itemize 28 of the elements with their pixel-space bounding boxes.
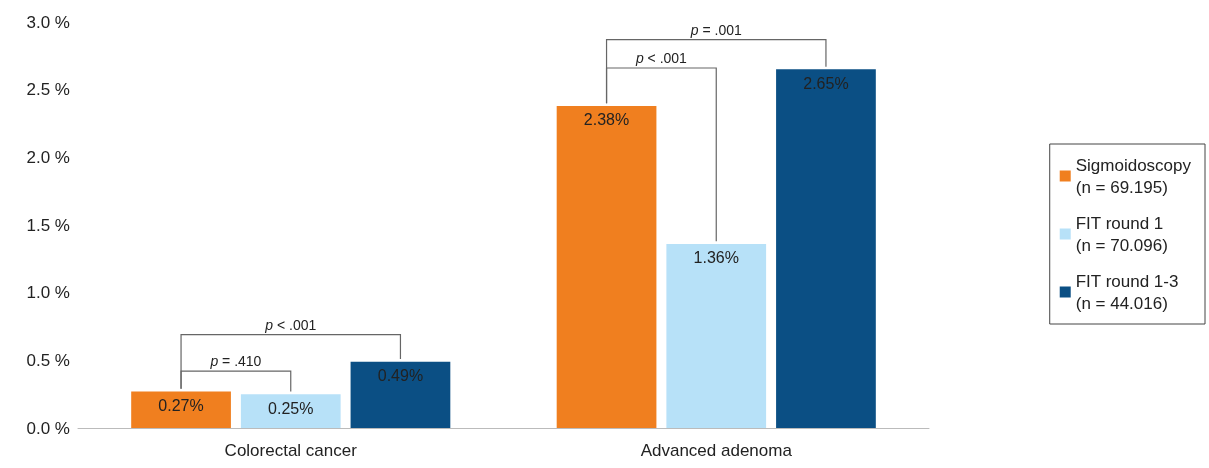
y-tick-label: 0.0 % — [26, 418, 70, 438]
data-label: 0.49% — [377, 367, 424, 385]
bar — [240, 394, 341, 428]
bar — [556, 105, 657, 428]
data-label: 0.27% — [158, 396, 204, 414]
annotation: p < .001 — [264, 316, 317, 333]
bar — [776, 69, 876, 428]
data-label: 2.38% — [583, 111, 630, 129]
annotation: p < .001 — [634, 50, 688, 67]
annotation: p = .001 — [689, 21, 742, 38]
legend-label: Sigmoidoscopy (n = 69.195) — [1075, 155, 1192, 197]
data-label: 0.25% — [268, 399, 314, 417]
bar — [131, 391, 231, 428]
bar — [666, 243, 767, 428]
y-tick-label: 3.0 % — [26, 12, 70, 32]
data-label: 2.65% — [803, 74, 849, 92]
x-tick-label: Advanced adenoma — [640, 441, 793, 460]
data-label: 1.36% — [693, 249, 739, 267]
y-tick-label: 1.5 % — [26, 215, 70, 235]
legend-label: FIT round 1 (n = 70.096) — [1075, 213, 1168, 255]
y-tick-label: 0.5 % — [26, 350, 70, 370]
annotation: p = .410 — [209, 353, 262, 370]
y-tick-label: 1.0 % — [26, 283, 70, 303]
bar — [350, 361, 451, 428]
x-tick-label: Colorectal cancer — [224, 441, 358, 460]
y-tick-label: 2.0 % — [26, 147, 70, 167]
legend-label: FIT round 1-3 (n = 44.016) — [1075, 271, 1179, 313]
y-tick-label: 2.5 % — [26, 80, 70, 100]
